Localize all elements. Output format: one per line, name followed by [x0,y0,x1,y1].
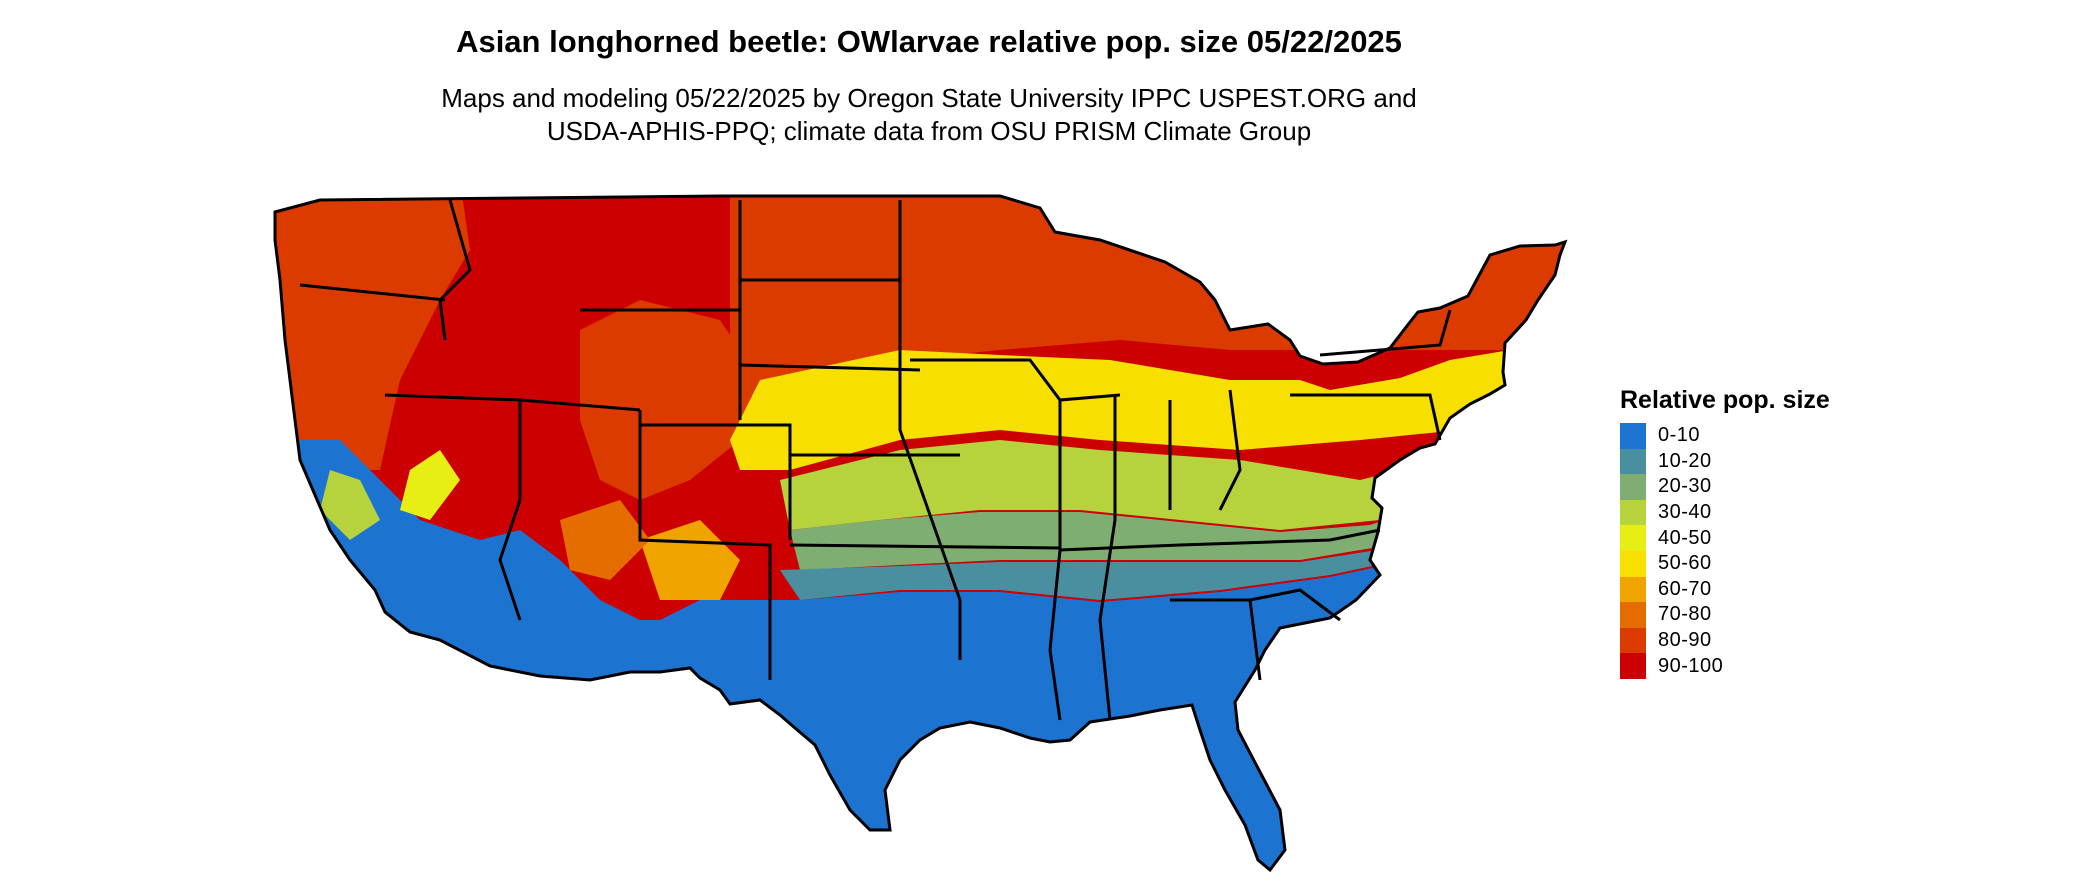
legend-item: 90-100 [1620,653,1830,679]
zone-80-90-west [275,196,470,470]
legend-item: 0-10 [1620,423,1830,449]
legend: Relative pop. size 0-10 10-20 20-30 30-40 40… [1620,386,1830,679]
border-line [898,200,962,660]
legend-swatch [1620,627,1646,654]
zone-80-90-rockies [580,300,760,500]
border-line [738,200,921,372]
legend-label: 10-20 [1658,449,1712,472]
border-line [1290,393,1442,441]
legend-swatch [1620,525,1646,551]
border-line [1048,400,1062,721]
legend-label: 0-10 [1658,424,1701,447]
legend-swatch [1620,602,1646,628]
border-line [498,400,522,621]
legend-items: 0-10 10-20 20-30 30-40 40-50 50-60 60-70 70-80 8… [1620,423,1830,679]
legend-swatch [1620,448,1646,475]
border-line [1218,389,1242,511]
legend-swatch [1620,653,1646,679]
legend-swatch [1620,423,1646,449]
border-line [438,199,472,341]
legend-item: 50-60 [1620,550,1830,577]
zone-10-20-band [780,548,1400,600]
legend-item: 60-70 [1620,576,1830,603]
legend-swatch [1620,576,1646,603]
border-line [1249,588,1341,622]
legend-item: 10-20 [1620,448,1830,475]
legend-label: 20-30 [1658,475,1712,498]
legend-label: 80-90 [1658,629,1712,652]
legend-item: 70-80 [1620,602,1830,628]
border-line [640,423,792,540]
zone-50-60-band [730,340,1565,470]
border-line [1059,528,1381,552]
border-line [299,283,446,302]
legend-item: 80-90 [1620,627,1830,654]
subtitle-line-1: Maps and modeling 05/22/2025 by Oregon S… [441,83,1417,113]
map-title: Asian longhorned beetle: OWlarvae relati… [456,24,1402,59]
zone-20-30-band [790,512,1400,570]
map-subtitle: Maps and modeling 05/22/2025 by Oregon S… [0,82,1858,148]
state-borders [273,194,1567,872]
subtitle-line-2: USDA-APHIS-PPQ; climate data from OSU PR… [546,116,1312,146]
legend-item: 20-30 [1620,474,1830,500]
legend-label: 60-70 [1658,577,1712,600]
legend-label: 50-60 [1658,552,1712,575]
border-line [789,543,1061,550]
legend-label: 40-50 [1658,526,1712,549]
legend-label: 30-40 [1658,501,1712,524]
border-line [1098,395,1117,721]
population-zones [275,196,1565,870]
legend-label: 70-80 [1658,603,1712,626]
zone-30-40-accent [320,470,380,540]
legend-swatch [1620,474,1646,500]
zone-40-50-accent [400,450,460,520]
border-line [1319,309,1452,357]
border-line [638,410,772,680]
legend-title: Relative pop. size [1620,386,1830,414]
legend-item: 40-50 [1620,525,1830,551]
zone-70-80-accent [560,500,650,580]
legend-label: 90-100 [1658,654,1724,677]
legend-swatch [1620,499,1646,526]
border-line [910,358,1121,402]
legend-swatch [1620,550,1646,577]
legend-item: 30-40 [1620,499,1830,526]
